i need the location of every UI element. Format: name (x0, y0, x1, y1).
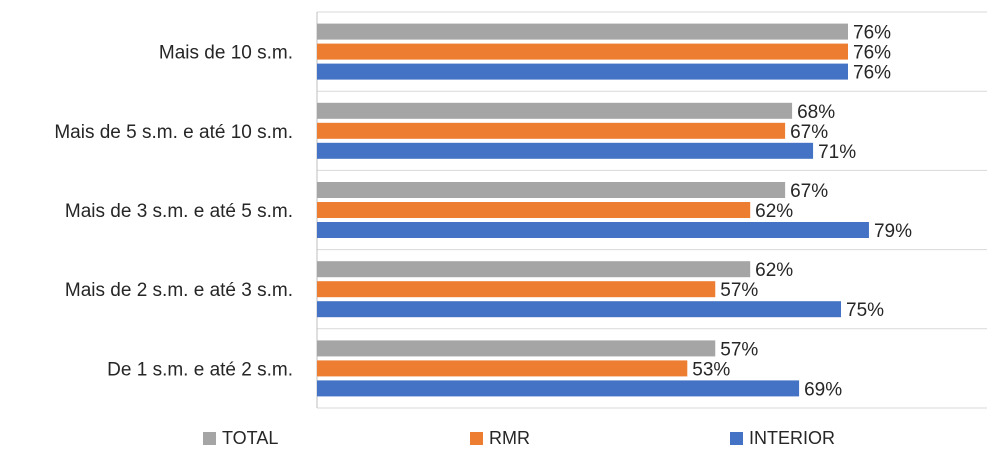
category-label: Mais de 2 s.m. e até 3 s.m. (65, 280, 293, 301)
legend-swatch-total (203, 432, 216, 445)
data-label-rmr: 53% (692, 359, 730, 380)
data-label-total: 76% (853, 23, 891, 44)
bar-interior (317, 222, 869, 238)
data-label-total: 68% (797, 102, 835, 123)
category-label: Mais de 5 s.m. e até 10 s.m. (54, 122, 293, 143)
bars (317, 23, 869, 397)
data-label-rmr: 57% (720, 280, 758, 301)
bar-interior (317, 63, 848, 80)
bar-total (317, 23, 848, 40)
legend-item-rmr: RMR (470, 428, 530, 449)
bar-rmr (317, 281, 716, 298)
data-label-rmr: 67% (790, 122, 828, 143)
bar-interior (317, 380, 800, 397)
legend: TOTAL RMR INTERIOR (0, 428, 998, 450)
legend-swatch-rmr (470, 432, 483, 445)
data-label-total: 62% (755, 260, 793, 281)
data-label-rmr: 62% (755, 201, 793, 222)
legend-item-total: TOTAL (203, 428, 278, 449)
legend-label-total: TOTAL (222, 428, 279, 448)
category-label: Mais de 3 s.m. e até 5 s.m. (65, 201, 293, 222)
data-label-interior: 79% (874, 221, 912, 242)
data-label-rmr: 76% (853, 43, 891, 64)
data-label-interior: 69% (804, 379, 842, 400)
bar-rmr (317, 360, 688, 377)
bar-interior (317, 301, 842, 318)
data-label-total: 57% (720, 339, 758, 360)
bar-rmr (317, 122, 786, 139)
legend-swatch-interior (730, 432, 743, 445)
bar-total (317, 261, 751, 278)
category-dividers (317, 11, 987, 409)
bar-interior (317, 142, 814, 159)
bar-total (317, 182, 786, 198)
bar-rmr (317, 43, 848, 60)
data-labels: 76%76%76%68%67%71%67%62%79%62%57%75%57%5… (692, 23, 912, 401)
bar-rmr (317, 202, 751, 218)
legend-item-interior: INTERIOR (730, 428, 835, 449)
legend-label-interior: INTERIOR (749, 428, 836, 448)
data-label-interior: 75% (846, 300, 884, 321)
bar-total (317, 340, 716, 357)
data-label-interior: 71% (818, 142, 856, 163)
bar-total (317, 102, 793, 119)
data-label-interior: 76% (853, 63, 891, 84)
category-label: Mais de 10 s.m. (159, 43, 293, 64)
legend-label-rmr: RMR (489, 428, 530, 448)
data-label-total: 67% (790, 181, 828, 202)
category-labels: Mais de 10 s.m. Mais de 5 s.m. e até 10 s… (54, 43, 293, 381)
category-label: De 1 s.m. e até 2 s.m. (107, 359, 293, 380)
